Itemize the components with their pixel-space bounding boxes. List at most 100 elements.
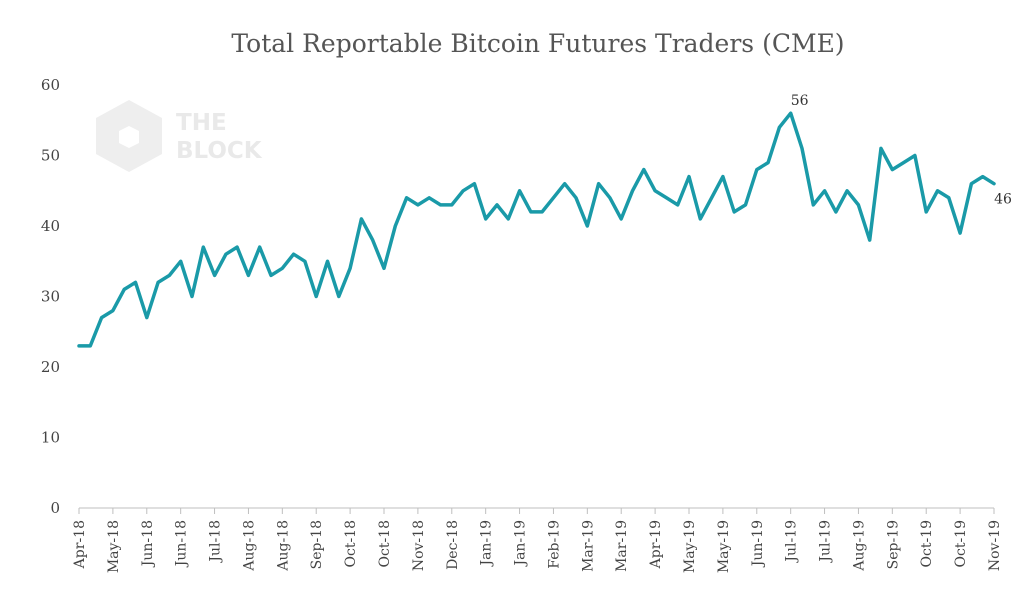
y-tick-label: 20 [41,358,60,376]
data-point [767,161,770,164]
y-axis: 0 10 20 30 40 50 60 [41,76,60,517]
data-point [755,168,758,171]
data-point [394,225,397,228]
data-point [846,189,849,192]
data-point [733,210,736,213]
data-point [281,267,284,270]
x-tick-label: Jul-19 [818,520,834,564]
data-point [484,217,487,220]
x-tick-label: Jul-19 [784,520,800,564]
data-point [213,274,216,277]
watermark: THE BLOCK [96,100,263,172]
x-tick-label: Apr-18 [72,520,88,569]
data-point [880,147,883,150]
data-point [586,225,589,228]
series-line-total-traders [77,111,996,348]
watermark-text-line1: THE [176,110,227,136]
data-point [552,196,555,199]
data-point [868,239,871,242]
data-point [134,281,137,284]
data-point [428,196,431,199]
x-tick-label: Aug-19 [851,520,867,572]
x-tick-label: Oct-18 [343,520,359,568]
x-tick-label: Sep-19 [885,520,901,569]
chart-title: Total Reportable Bitcoin Futures Traders… [231,29,844,58]
data-point [371,239,374,242]
data-point [507,217,510,220]
data-point [405,196,408,199]
data-point [292,253,295,256]
data-point [925,210,928,213]
x-tick-label: Sep-18 [309,520,325,569]
data-point [315,295,318,298]
x-tick-label: Oct-18 [377,520,393,568]
watermark-text-line2: BLOCK [176,138,263,164]
data-point [789,112,792,115]
data-point [993,182,996,185]
y-tick-label: 50 [41,147,60,165]
data-point [744,203,747,206]
data-label: 46 [994,192,1012,208]
data-point [303,260,306,263]
data-point [654,189,657,192]
data-point [834,210,837,213]
data-point [495,203,498,206]
data-point [326,260,329,263]
x-axis-ticks [78,508,995,514]
data-point [360,217,363,220]
data-point [563,182,566,185]
data-point [608,196,611,199]
x-tick-label: Jun-18 [140,520,156,568]
data-point [349,267,352,270]
data-point [168,274,171,277]
data-point [959,232,962,235]
data-point [721,175,724,178]
data-point [575,196,578,199]
data-point [270,274,273,277]
x-tick-label: Mar-19 [580,520,596,572]
x-tick-label: May-19 [716,520,732,573]
data-point [258,246,261,249]
data-point [699,217,702,220]
data-point [981,175,984,178]
x-tick-label: Jun-18 [174,520,190,568]
data-point [518,189,521,192]
data-point [529,210,532,213]
data-point [473,182,476,185]
data-point [123,288,126,291]
y-tick-label: 10 [41,429,60,447]
data-point [936,189,939,192]
data-point [111,309,114,312]
y-tick-label: 0 [50,499,60,517]
y-tick-label: 40 [41,217,60,235]
data-point [902,161,905,164]
x-tick-label: May-19 [682,520,698,573]
data-point [78,344,81,347]
data-point [676,203,679,206]
data-point [337,295,340,298]
x-tick-label: Apr-19 [648,520,664,569]
y-tick-label: 30 [41,288,60,306]
x-tick-label: May-18 [106,520,122,573]
data-point [857,203,860,206]
data-point [450,203,453,206]
data-label: 56 [791,93,809,109]
x-tick-label: Jun-19 [750,520,766,568]
data-point [823,189,826,192]
x-tick-label: Jan-19 [479,520,495,568]
data-point [100,316,103,319]
x-tick-label: Nov-18 [411,520,427,571]
x-tick-label: Mar-19 [614,520,630,572]
data-point [541,210,544,213]
data-point [157,281,160,284]
y-tick-label: 60 [41,76,60,94]
x-tick-label: Oct-19 [953,520,969,568]
x-tick-label: Aug-18 [241,520,257,572]
data-point [247,274,250,277]
data-point [642,168,645,171]
x-tick-label: Feb-19 [546,520,562,569]
x-axis-labels: Apr-18 May-18 Jun-18 Jun-18 Jul-18 Aug-18 Aug-… [72,520,1003,573]
data-point [710,196,713,199]
data-point [236,246,239,249]
